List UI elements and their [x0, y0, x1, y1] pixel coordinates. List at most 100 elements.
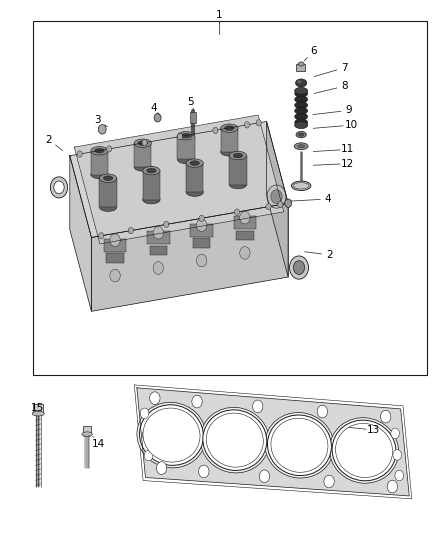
Bar	[193, 238, 210, 248]
Ellipse shape	[230, 180, 247, 189]
Circle shape	[278, 201, 283, 208]
Ellipse shape	[177, 132, 195, 140]
Ellipse shape	[32, 411, 44, 416]
Text: 3: 3	[95, 116, 101, 125]
Bar	[106, 253, 124, 263]
Text: 7: 7	[341, 63, 348, 72]
Circle shape	[54, 181, 64, 193]
Ellipse shape	[295, 102, 307, 109]
Circle shape	[253, 400, 263, 413]
Circle shape	[140, 408, 149, 418]
Polygon shape	[134, 143, 152, 167]
Circle shape	[317, 405, 328, 418]
Text: 4: 4	[325, 194, 331, 204]
Circle shape	[293, 261, 304, 274]
Ellipse shape	[91, 171, 108, 179]
Ellipse shape	[298, 133, 304, 136]
Polygon shape	[177, 136, 195, 159]
Bar	[150, 246, 167, 255]
Bar	[233, 216, 256, 229]
Polygon shape	[143, 171, 160, 200]
Circle shape	[234, 209, 240, 215]
Ellipse shape	[140, 405, 204, 465]
Text: 11: 11	[341, 144, 354, 155]
Ellipse shape	[137, 402, 206, 468]
Ellipse shape	[103, 176, 113, 181]
Circle shape	[240, 247, 250, 259]
Ellipse shape	[329, 418, 399, 483]
Circle shape	[144, 450, 153, 461]
Circle shape	[285, 199, 292, 207]
Ellipse shape	[143, 166, 160, 175]
Ellipse shape	[203, 410, 267, 471]
Ellipse shape	[295, 113, 307, 120]
Circle shape	[110, 269, 120, 282]
Ellipse shape	[99, 174, 117, 182]
Ellipse shape	[268, 415, 332, 475]
Ellipse shape	[295, 96, 307, 103]
Text: 14: 14	[92, 439, 106, 449]
Text: 12: 12	[341, 159, 354, 168]
Ellipse shape	[91, 147, 108, 155]
Circle shape	[50, 177, 67, 198]
Circle shape	[99, 232, 104, 239]
Ellipse shape	[143, 408, 200, 462]
Ellipse shape	[295, 108, 307, 114]
Text: 1: 1	[215, 10, 223, 20]
Text: 5: 5	[187, 97, 193, 107]
Polygon shape	[91, 151, 108, 174]
Circle shape	[266, 204, 271, 210]
Circle shape	[128, 228, 134, 234]
Ellipse shape	[293, 183, 309, 189]
Ellipse shape	[134, 139, 152, 148]
Ellipse shape	[99, 203, 117, 212]
Ellipse shape	[295, 90, 307, 97]
Bar	[33, 404, 43, 413]
Polygon shape	[99, 178, 117, 207]
Bar	[191, 223, 213, 237]
Bar	[190, 112, 196, 123]
Circle shape	[244, 122, 250, 128]
Ellipse shape	[186, 188, 203, 196]
Ellipse shape	[190, 161, 199, 165]
Circle shape	[142, 140, 147, 146]
Ellipse shape	[297, 80, 302, 84]
Circle shape	[156, 462, 167, 474]
Circle shape	[177, 133, 183, 140]
Ellipse shape	[221, 148, 238, 156]
Circle shape	[154, 114, 161, 122]
Ellipse shape	[271, 418, 328, 472]
Polygon shape	[70, 122, 288, 238]
Circle shape	[77, 151, 82, 157]
Circle shape	[267, 185, 286, 208]
Polygon shape	[70, 156, 92, 311]
Ellipse shape	[265, 413, 334, 478]
Circle shape	[256, 120, 261, 126]
Polygon shape	[92, 203, 288, 311]
Ellipse shape	[95, 149, 104, 153]
Ellipse shape	[134, 163, 152, 171]
Circle shape	[395, 470, 403, 481]
Circle shape	[271, 190, 282, 204]
Circle shape	[381, 410, 391, 423]
Circle shape	[213, 127, 218, 134]
Text: 2: 2	[326, 250, 332, 260]
Bar	[236, 231, 254, 240]
Circle shape	[196, 219, 207, 231]
Ellipse shape	[82, 432, 92, 437]
Polygon shape	[137, 388, 409, 496]
Circle shape	[106, 146, 112, 152]
Ellipse shape	[221, 124, 238, 132]
Ellipse shape	[147, 168, 156, 173]
Circle shape	[153, 262, 163, 274]
Bar	[147, 231, 170, 244]
Circle shape	[240, 211, 250, 224]
Circle shape	[259, 470, 270, 483]
Text: 9: 9	[346, 106, 352, 115]
Ellipse shape	[177, 155, 195, 164]
Text: 2: 2	[46, 135, 53, 145]
Circle shape	[196, 254, 207, 267]
Ellipse shape	[138, 141, 148, 146]
Text: 6: 6	[310, 46, 317, 56]
Ellipse shape	[295, 122, 307, 128]
